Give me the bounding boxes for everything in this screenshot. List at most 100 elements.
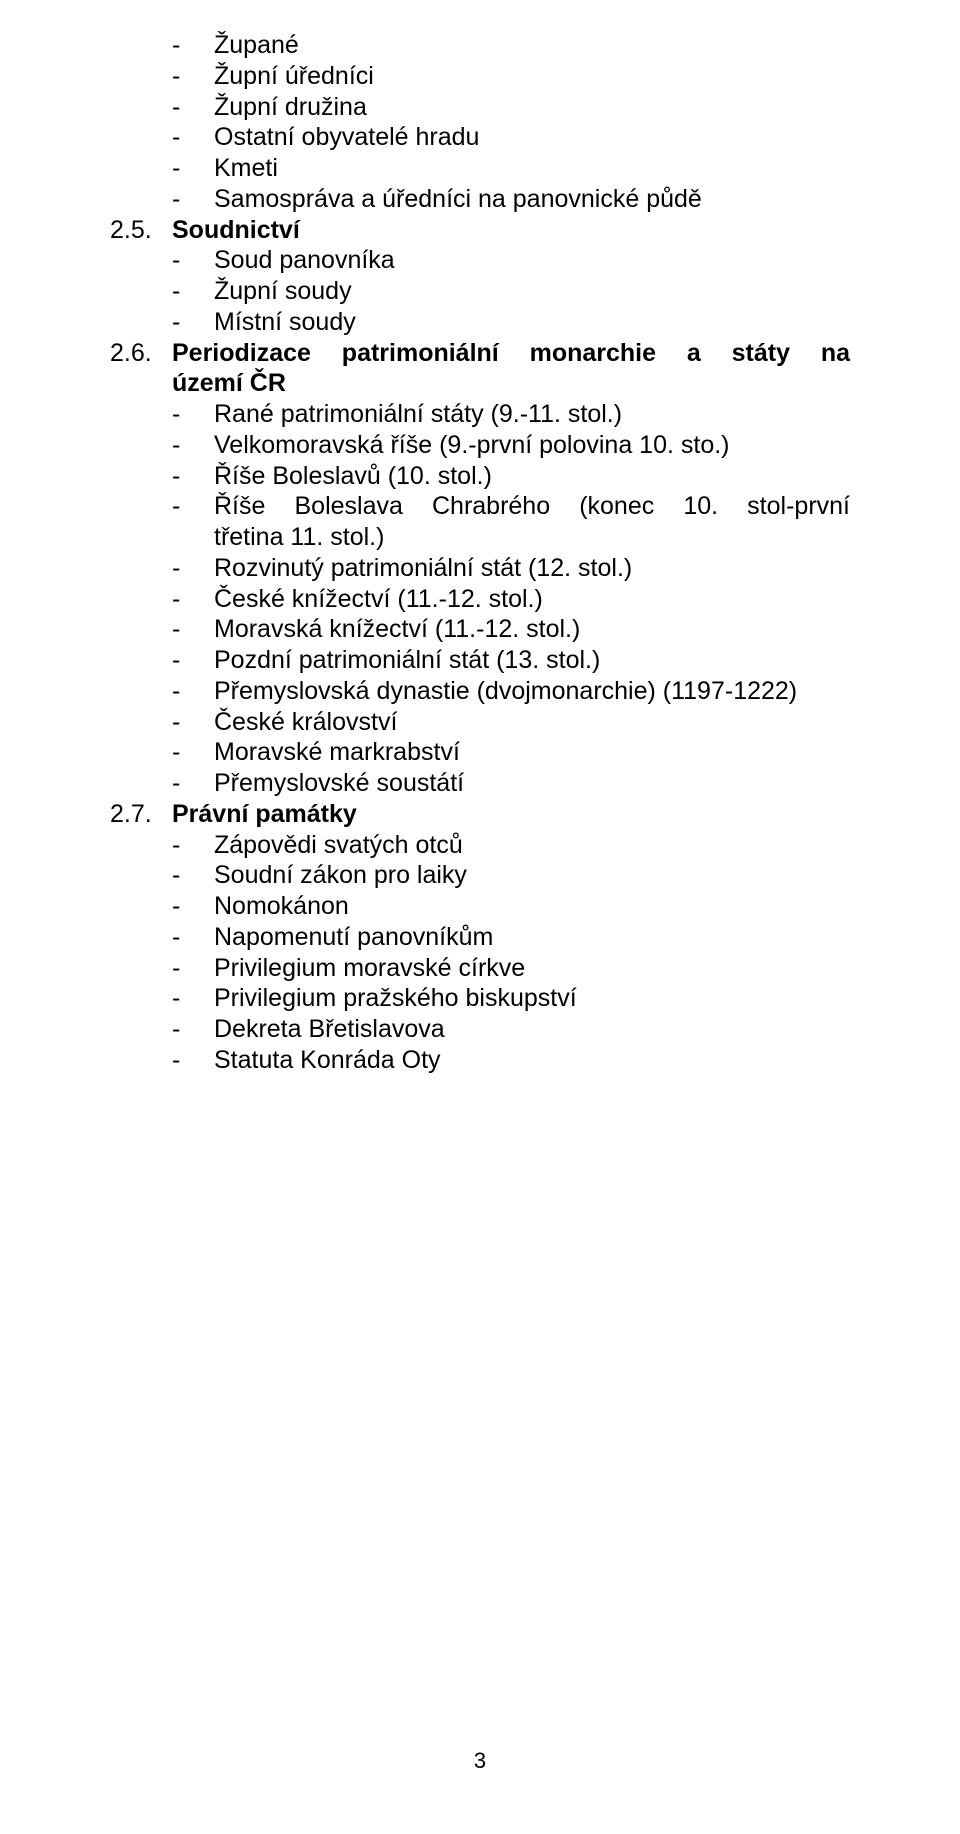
list-item: - Moravská knížectví (11.-12. stol.): [110, 614, 850, 645]
list-item: - Říše Boleslava Chrabrého (konec 10. st…: [110, 491, 850, 522]
bullet-dash-icon: -: [172, 553, 214, 584]
bullet-dash-icon: -: [172, 491, 214, 522]
bullet-dash-icon: -: [172, 983, 214, 1014]
section-number: 2.6.: [110, 338, 172, 369]
section-heading: 2.7. Právní památky: [110, 799, 850, 830]
list-item: - Napomenutí panovníkům: [110, 922, 850, 953]
bullet-dash-icon: -: [172, 614, 214, 645]
list-item: - Dekreta Břetislavova: [110, 1014, 850, 1045]
bullet-dash-icon: -: [172, 92, 214, 123]
bullet-dash-icon: -: [172, 737, 214, 768]
section-number: 2.7.: [110, 799, 172, 830]
bullet-text: Říše Boleslava Chrabrého (konec 10. stol…: [214, 491, 850, 522]
bullet-text: Přemyslovská dynastie (dvojmonarchie) (1…: [214, 676, 850, 707]
section-heading: 2.5. Soudnictví: [110, 215, 850, 246]
document-page: - Župané - Župní úředníci - Župní družin…: [0, 0, 960, 1834]
bullet-dash-icon: -: [172, 30, 214, 61]
bullet-dash-icon: -: [172, 1045, 214, 1076]
list-item: - Moravské markrabství: [110, 737, 850, 768]
section-title: Soudnictví: [172, 215, 850, 246]
bullet-text: Župané: [214, 30, 850, 61]
bullet-text: Velkomoravská říše (9.-první polovina 10…: [214, 430, 850, 461]
bullet-dash-icon: -: [172, 768, 214, 799]
list-item: - Říše Boleslavů (10. stol.): [110, 461, 850, 492]
section-number: 2.5.: [110, 215, 172, 246]
bullet-text: Moravské markrabství: [214, 737, 850, 768]
bullet-text: Soudní zákon pro laiky: [214, 860, 850, 891]
bullet-text: Samospráva a úředníci na panovnické půdě: [214, 184, 850, 215]
bullet-dash-icon: -: [172, 307, 214, 338]
bullet-dash-icon: -: [172, 461, 214, 492]
list-item: - Rozvinutý patrimoniální stát (12. stol…: [110, 553, 850, 584]
bullet-text: Privilegium pražského biskupství: [214, 983, 850, 1014]
list-item: - Župní úředníci: [110, 61, 850, 92]
bullet-text: Místní soudy: [214, 307, 850, 338]
bullet-text: třetina 11. stol.): [214, 522, 850, 553]
list-item: - Župní soudy: [110, 276, 850, 307]
list-item: - Župní družina: [110, 92, 850, 123]
bullet-dash-icon: -: [172, 676, 214, 707]
section-title: Periodizace patrimoniální monarchie a st…: [172, 338, 850, 369]
list-item: - Nomokánon: [110, 891, 850, 922]
bullet-text: Přemyslovské soustátí: [214, 768, 850, 799]
bullet-text: Rané patrimoniální státy (9.-11. stol.): [214, 399, 850, 430]
list-item: - Pozdní patrimoniální stát (13. stol.): [110, 645, 850, 676]
bullet-dash-icon: -: [172, 922, 214, 953]
bullet-dash-icon: -: [172, 430, 214, 461]
bullet-dash-icon: -: [172, 276, 214, 307]
list-item: - Statuta Konráda Oty: [110, 1045, 850, 1076]
bullet-dash-icon: -: [172, 399, 214, 430]
section-heading: 2.6. Periodizace patrimoniální monarchie…: [110, 338, 850, 369]
bullet-text: České království: [214, 707, 850, 738]
bullet-text: Dekreta Břetislavova: [214, 1014, 850, 1045]
bullet-text: Nomokánon: [214, 891, 850, 922]
list-item: - Privilegium moravské církve: [110, 953, 850, 984]
list-item: - Rané patrimoniální státy (9.-11. stol.…: [110, 399, 850, 430]
list-item: - Privilegium pražského biskupství: [110, 983, 850, 1014]
bullet-dash-icon: -: [172, 860, 214, 891]
bullet-dash-icon: -: [172, 584, 214, 615]
list-item: - České knížectví (11.-12. stol.): [110, 584, 850, 615]
bullet-text: Rozvinutý patrimoniální stát (12. stol.): [214, 553, 850, 584]
section-title-continuation: území ČR: [110, 368, 850, 399]
bullet-dash-icon: -: [172, 830, 214, 861]
section-title: Právní památky: [172, 799, 850, 830]
bullet-text: Ostatní obyvatelé hradu: [214, 122, 850, 153]
list-item: - Soud panovníka: [110, 245, 850, 276]
list-item-continuation: třetina 11. stol.): [110, 522, 850, 553]
bullet-dash-icon: -: [172, 707, 214, 738]
list-item: - Velkomoravská říše (9.-první polovina …: [110, 430, 850, 461]
bullet-text: České knížectví (11.-12. stol.): [214, 584, 850, 615]
page-number: 3: [0, 1747, 960, 1774]
bullet-dash-icon: -: [172, 122, 214, 153]
bullet-dash-icon: -: [172, 153, 214, 184]
bullet-dash-icon: -: [172, 245, 214, 276]
bullet-text: Župní soudy: [214, 276, 850, 307]
bullet-text: Kmeti: [214, 153, 850, 184]
bullet-text: Statuta Konráda Oty: [214, 1045, 850, 1076]
bullet-text: Moravská knížectví (11.-12. stol.): [214, 614, 850, 645]
bullet-dash-icon: -: [172, 645, 214, 676]
bullet-text: Župní družina: [214, 92, 850, 123]
list-item: - Kmeti: [110, 153, 850, 184]
list-item: - Místní soudy: [110, 307, 850, 338]
list-item: - Župané: [110, 30, 850, 61]
bullet-text: Privilegium moravské církve: [214, 953, 850, 984]
bullet-dash-icon: -: [172, 184, 214, 215]
bullet-dash-icon: -: [172, 61, 214, 92]
list-item: - Přemyslovská dynastie (dvojmonarchie) …: [110, 676, 850, 707]
list-item: - Ostatní obyvatelé hradu: [110, 122, 850, 153]
bullet-text: Říše Boleslavů (10. stol.): [214, 461, 850, 492]
bullet-text: Zápovědi svatých otců: [214, 830, 850, 861]
bullet-text: Napomenutí panovníkům: [214, 922, 850, 953]
bullet-dash-icon: -: [172, 1014, 214, 1045]
bullet-text: Pozdní patrimoniální stát (13. stol.): [214, 645, 850, 676]
bullet-dash-icon: -: [172, 891, 214, 922]
list-item: - Soudní zákon pro laiky: [110, 860, 850, 891]
bullet-text: Soud panovníka: [214, 245, 850, 276]
bullet-dash-icon: -: [172, 953, 214, 984]
list-item: - Samospráva a úředníci na panovnické pů…: [110, 184, 850, 215]
list-item: - Přemyslovské soustátí: [110, 768, 850, 799]
list-item: - České království: [110, 707, 850, 738]
bullet-text: Župní úředníci: [214, 61, 850, 92]
